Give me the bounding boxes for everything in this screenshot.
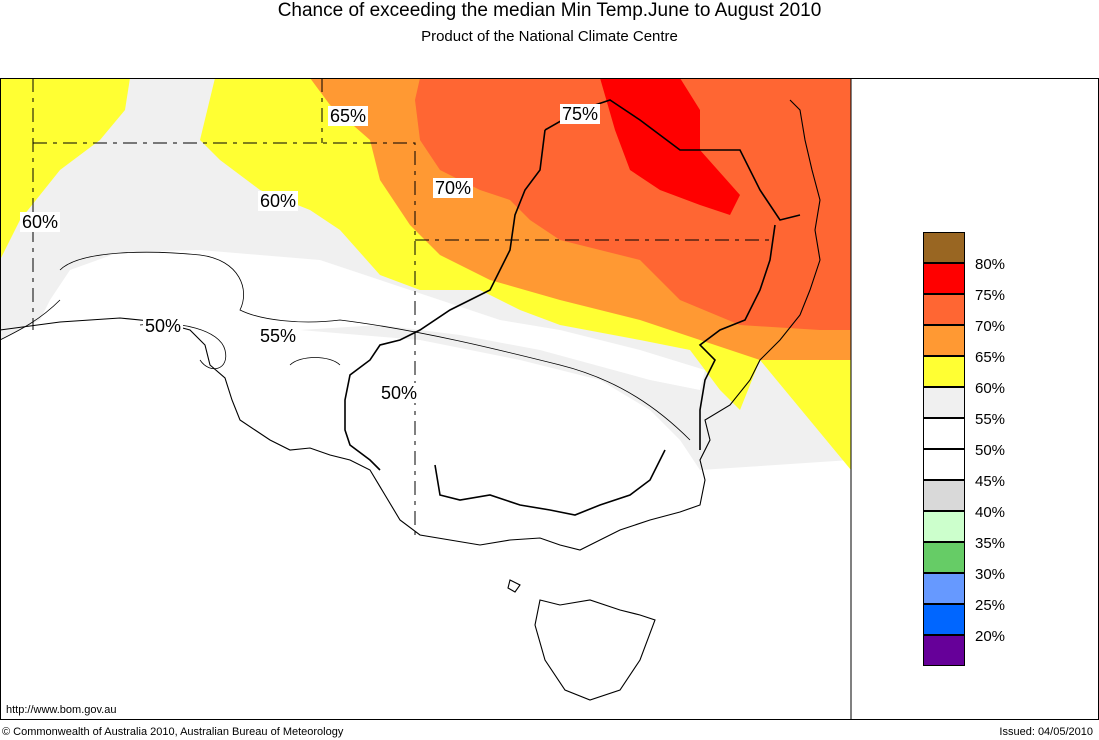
legend-swatch <box>923 449 965 480</box>
outlook-map: 75% 65% 70% 60% 60% 50% 55% 50% <box>0 78 851 720</box>
legend-label: 30% <box>975 566 1006 583</box>
legend-swatch <box>923 325 965 356</box>
map-label-60-west: 60% <box>20 212 61 232</box>
legend-label: 20% <box>975 628 1006 645</box>
map-label-60-center: 60% <box>258 191 299 211</box>
copyright-text: © Commonwealth of Australia 2010, Austra… <box>2 726 344 738</box>
legend-swatch <box>923 542 965 573</box>
legend-swatch <box>923 356 965 387</box>
website-url: http://www.bom.gov.au <box>6 704 117 716</box>
map-label-75: 75% <box>560 104 601 124</box>
legend-label: 60% <box>975 380 1006 397</box>
legend-swatch <box>923 232 965 263</box>
map-graphic <box>0 78 851 720</box>
map-subtitle: Product of the National Climate Centre <box>421 28 678 45</box>
legend-swatch <box>923 480 965 511</box>
map-label-70: 70% <box>433 178 474 198</box>
legend-label: 25% <box>975 597 1006 614</box>
legend-swatch <box>923 604 965 635</box>
legend-swatch <box>923 387 965 418</box>
map-label-65: 65% <box>328 106 369 126</box>
map-label-50-south: 50% <box>379 383 420 403</box>
map-title: Chance of exceeding the median Min Temp.… <box>277 0 822 21</box>
issued-date: Issued: 04/05/2010 <box>999 726 1093 738</box>
legend-label: 40% <box>975 504 1006 521</box>
legend-swatch <box>923 263 965 294</box>
legend-label: 70% <box>975 318 1006 335</box>
legend-label: 75% <box>975 287 1006 304</box>
legend-swatch <box>923 511 965 542</box>
legend-label: 80% <box>975 256 1006 273</box>
map-label-50-west: 50% <box>143 316 184 336</box>
legend-label: 45% <box>975 473 1006 490</box>
map-label-55: 55% <box>258 326 299 346</box>
legend-label: 65% <box>975 349 1006 366</box>
legend-swatch <box>923 294 965 325</box>
legend-swatch <box>923 635 965 666</box>
legend-label: 35% <box>975 535 1006 552</box>
legend-label: 55% <box>975 411 1006 428</box>
legend-label: 50% <box>975 442 1006 459</box>
legend-swatch <box>923 418 965 449</box>
legend-swatch <box>923 573 965 604</box>
